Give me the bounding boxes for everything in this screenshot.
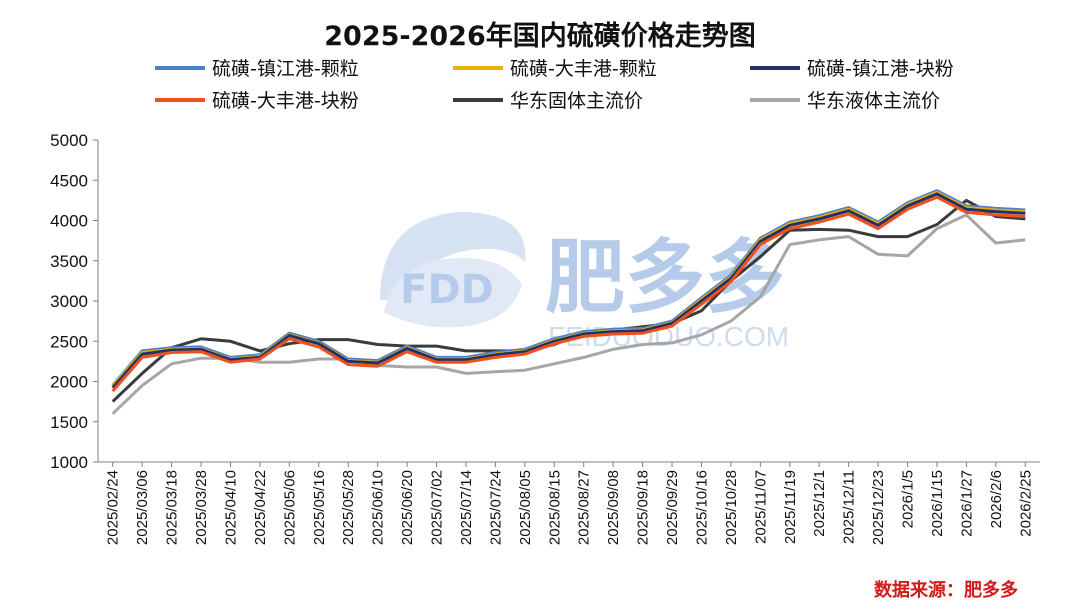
- y-tick-label: 5000: [50, 131, 88, 150]
- x-tick-label: 2026/2/6: [988, 470, 1005, 528]
- legend-label: 硫磺-大丰港-颗粒: [510, 58, 657, 80]
- x-tick-label: 2026/1/5: [900, 470, 917, 528]
- x-tick-label: 2025/03/28: [193, 470, 210, 545]
- x-tick-label: 2025/08/05: [517, 470, 534, 545]
- y-tick-label: 1500: [50, 413, 88, 432]
- x-tick-label: 2025/11/07: [752, 470, 769, 544]
- watermark-name: 肥多多: [545, 231, 785, 324]
- chart-title: 2025-2026年国内硫磺价格走势图: [324, 20, 756, 52]
- x-tick-label: 2025/12/23: [870, 470, 887, 545]
- legend-label: 华东液体主流价: [807, 90, 940, 112]
- x-tick-label: 2025/08/15: [546, 470, 563, 545]
- x-tick-label: 2025/07/02: [429, 470, 446, 545]
- x-tick-label: 2025/08/27: [576, 470, 593, 545]
- x-tick-label: 2025/10/28: [723, 470, 740, 545]
- series-line: [111, 192, 1026, 389]
- y-tick-label: 3000: [50, 292, 88, 311]
- x-tick-label: 2025/04/22: [252, 470, 269, 545]
- x-tick-label: 2025/06/10: [370, 470, 387, 545]
- x-tick-label: 2025/09/18: [635, 470, 652, 545]
- x-tick-label: 2025/05/06: [281, 470, 298, 545]
- x-tick-label: 2025/05/28: [340, 470, 357, 545]
- x-tick-label: 2026/1/27: [958, 470, 975, 537]
- y-tick-label: 4500: [50, 171, 88, 190]
- watermark-brand: FDD: [400, 267, 494, 313]
- y-tick-label: 3500: [50, 252, 88, 271]
- x-tick-label: 2025/09/08: [605, 470, 622, 545]
- x-tick-label: 2025/06/20: [399, 470, 416, 545]
- legend-label: 硫磺-大丰港-块粉: [212, 90, 359, 112]
- x-tick-label: 2025/02/24: [105, 470, 122, 545]
- series-line: [111, 195, 1026, 393]
- x-tick-label: 2026/1/15: [929, 470, 946, 537]
- watermark: FDD 肥多多 FEIDUODUO.COM: [380, 212, 789, 352]
- watermark-leaf-lower-icon: [384, 257, 522, 328]
- y-tick-label: 2000: [50, 373, 88, 392]
- source-label: 数据来源：肥多多: [874, 579, 1018, 601]
- x-tick-label: 2026/2/25: [1017, 470, 1034, 537]
- x-tick-label: 2025/04/10: [222, 470, 239, 545]
- y-tick-label: 1000: [50, 453, 88, 472]
- legend-label: 硫磺-镇江港-块粉: [807, 58, 954, 80]
- series-lines: [111, 189, 1026, 415]
- x-tick-label: 2025/09/29: [664, 470, 681, 545]
- y-tick-label: 2500: [50, 332, 88, 351]
- x-tick-label: 2025/11/19: [782, 470, 799, 544]
- x-tick-label: 2025/12/11: [841, 470, 858, 544]
- x-tick-label: 2025/07/14: [458, 470, 475, 545]
- x-tick-label: 2025/10/16: [693, 470, 710, 545]
- x-tick-label: 2025/03/06: [134, 470, 151, 545]
- x-tick-label: 2025/07/24: [487, 470, 504, 545]
- axes: 1000 1500 2000 2500 3000 3500 4000 4500 5000 2025…: [50, 131, 1040, 545]
- series-line: [111, 213, 1026, 415]
- legend-label: 硫磺-镇江港-颗粒: [212, 58, 359, 80]
- x-tick-label: 2025/03/18: [164, 470, 181, 545]
- y-tick-label: 4000: [50, 212, 88, 231]
- legend-label: 华东固体主流价: [510, 90, 643, 112]
- x-tick-label: 2025/12/1: [811, 470, 828, 537]
- x-tick-label: 2025/05/16: [311, 470, 328, 545]
